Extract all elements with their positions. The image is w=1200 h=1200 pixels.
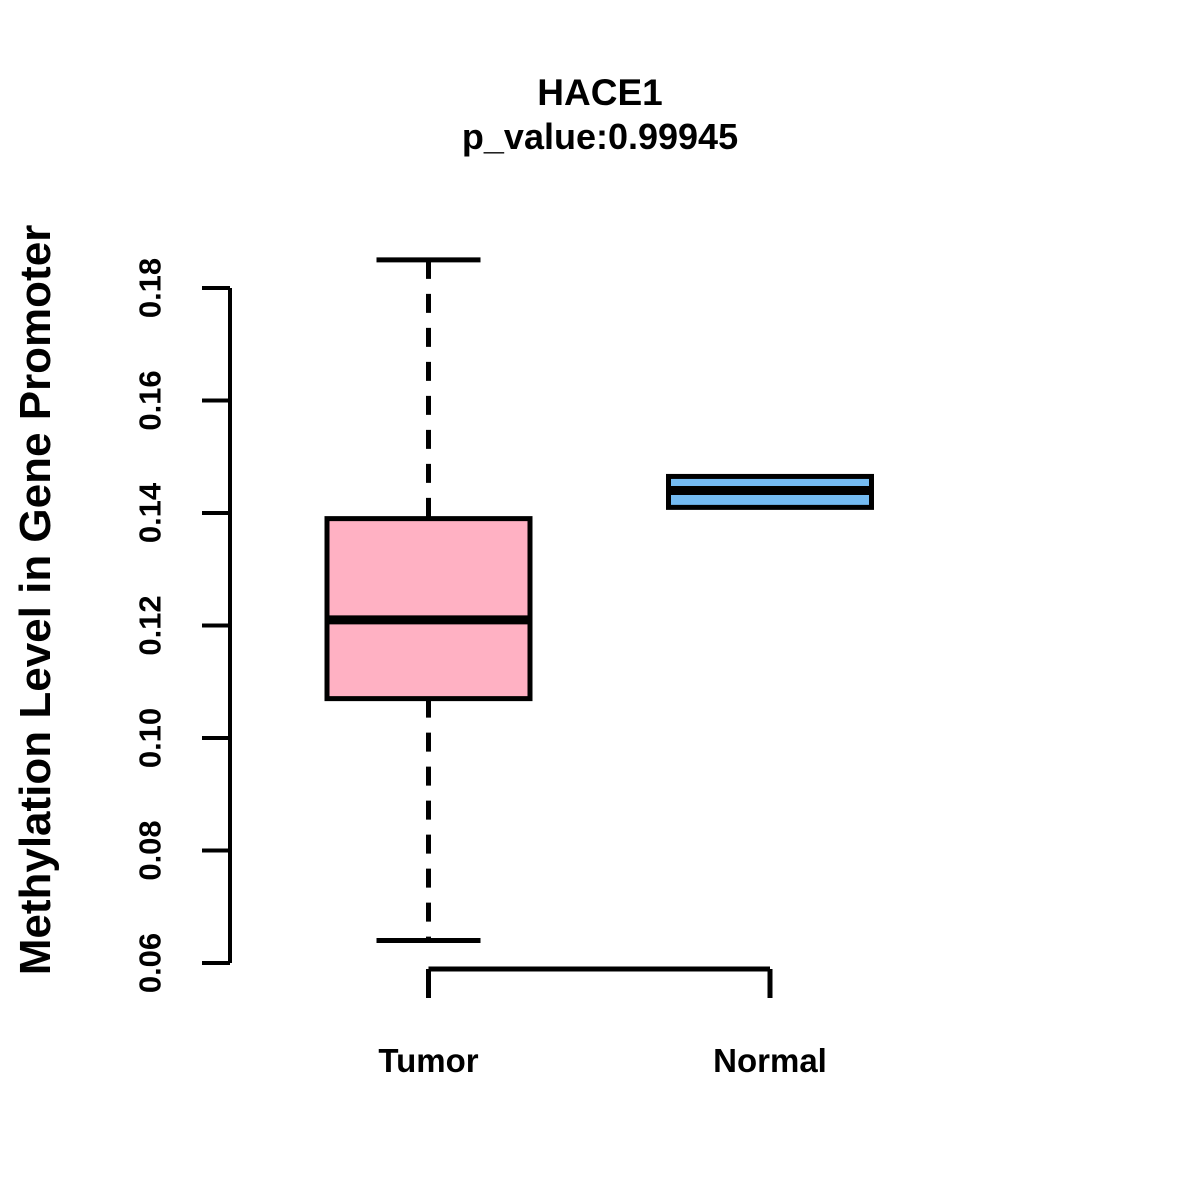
y-axis-tick-label: 0.08 — [133, 820, 168, 880]
chart-subtitle: p_value:0.99945 — [461, 116, 739, 157]
y-axis-tick-label: 0.18 — [133, 258, 168, 318]
category-label-tumor: Tumor — [378, 1042, 478, 1079]
y-axis-tick-label: 0.16 — [133, 370, 168, 430]
y-axis-tick-label: 0.10 — [133, 708, 168, 768]
category-label-normal: Normal — [713, 1042, 827, 1079]
y-axis-tick-label: 0.12 — [133, 595, 168, 655]
y-axis-tick-label: 0.06 — [133, 933, 168, 993]
box-tumor — [324, 516, 533, 702]
chart-title: HACE1 — [537, 72, 663, 113]
y-axis-tick-label: 0.14 — [133, 482, 168, 543]
